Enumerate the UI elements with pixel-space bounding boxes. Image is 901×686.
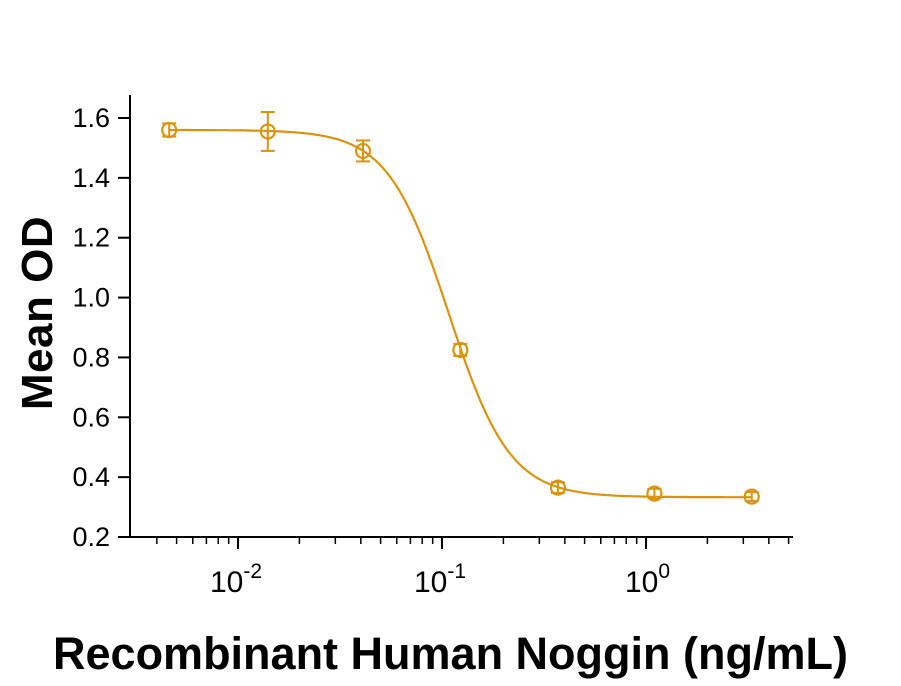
fit-curve [169, 128, 752, 499]
x-tick-label: 100 [625, 560, 670, 599]
y-tick-label: 0.2 [72, 522, 110, 552]
data-point [549, 479, 567, 496]
y-tick-label: 1.6 [72, 103, 110, 133]
y-tick-label: 0.8 [72, 342, 110, 372]
data-point [354, 142, 372, 160]
x-tick-label: 10-1 [414, 560, 466, 599]
y-tick-label: 1.4 [72, 163, 110, 193]
data-point [259, 123, 276, 140]
data-point [452, 341, 469, 359]
y-tick-label: 1.0 [72, 283, 110, 313]
x-axis-label: Recombinant Human Noggin (ng/mL) [53, 628, 848, 679]
x-tick-label: 10-2 [210, 560, 262, 599]
y-tick-label: 0.6 [72, 402, 110, 432]
data-point [646, 485, 663, 502]
y-axis-label: Mean OD [13, 215, 62, 411]
data-point [743, 488, 760, 505]
y-tick-label: 0.4 [72, 462, 110, 492]
y-tick-label: 1.2 [72, 223, 110, 253]
data-point [161, 121, 178, 139]
